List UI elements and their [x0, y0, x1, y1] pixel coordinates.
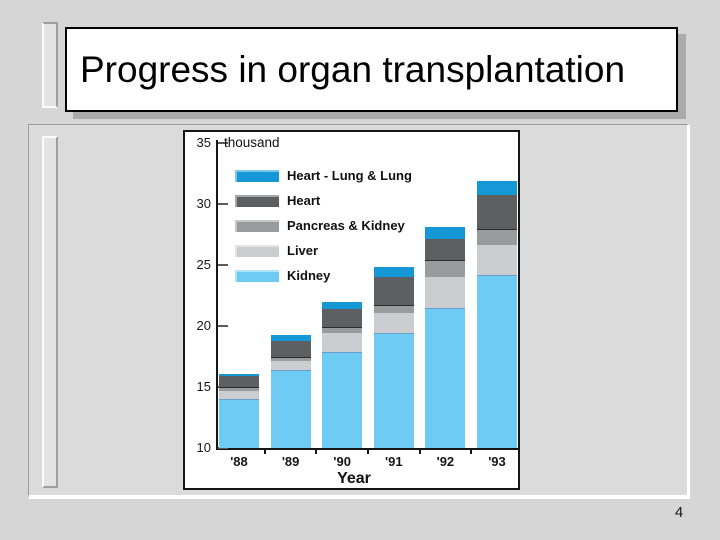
bar-segment-92-kidney: [425, 307, 466, 448]
legend-label: Pancreas & Kidney: [287, 218, 405, 233]
legend-label: Heart: [287, 193, 321, 208]
y-axis-line: [216, 140, 218, 450]
bar-segment-93-kidney: [477, 274, 517, 448]
x-tick-mark: [367, 450, 369, 454]
bar-segment-92-pancreas-kidney: [425, 261, 466, 278]
y-axis-unit-label: thousand: [224, 135, 280, 150]
x-tick-mark: [470, 450, 473, 454]
bar-segment-89-kidney: [270, 369, 311, 448]
bar-segment-88-pancreas-kidney: [219, 388, 259, 391]
x-tick-mark: [315, 450, 318, 454]
x-tick-label: '90: [333, 454, 351, 469]
bar-segment-93-liver: [477, 245, 517, 275]
x-axis-line: [216, 448, 518, 450]
x-tick-label: '88: [230, 454, 248, 469]
bar-segment-91-heart: [373, 277, 414, 307]
bar-segment-89-liver: [270, 361, 311, 370]
bar-segment-91-kidney: [373, 333, 414, 448]
bar-segment-92-heart: [425, 239, 466, 262]
y-tick-mark: [218, 325, 228, 327]
legend-swatch: [235, 195, 279, 207]
x-tick-label: '92: [436, 454, 455, 469]
bar-segment-92-heart-lung-lung: [425, 227, 466, 240]
y-tick-label: 35: [196, 135, 211, 150]
legend-item-liver: Liver: [235, 244, 465, 258]
x-tick-label: '89: [281, 454, 300, 469]
legend-item-heart-lung-lung: Heart - Lung & Lung: [235, 169, 465, 183]
legend-label: Kidney: [287, 268, 331, 283]
bar-segment-88-heart-lung-lung: [219, 373, 259, 377]
bar-segment-91-heart-lung-lung: [373, 267, 414, 278]
x-tick-mark: [263, 450, 266, 454]
bar-segment-89-heart-lung-lung: [270, 334, 311, 341]
x-tick-label: '91: [385, 454, 403, 469]
bar-segment-89-heart: [270, 340, 311, 358]
bar-segment-91-pancreas-kidney: [373, 306, 414, 313]
legend-item-pancreas-kidney: Pancreas & Kidney: [235, 219, 465, 233]
bar-segment-91-liver: [373, 312, 414, 334]
bar-segment-93-heart: [477, 195, 517, 230]
y-tick-mark: [218, 447, 228, 449]
legend-swatch: [235, 220, 279, 232]
page-number: 4: [674, 504, 684, 521]
y-tick-label: 10: [196, 440, 211, 455]
title-box: Progress in organ transplantation: [65, 27, 678, 112]
legend-swatch: [235, 270, 279, 282]
bar-segment-88-kidney: [219, 399, 259, 448]
y-tick-mark: [218, 203, 228, 205]
bar-segment-88-liver: [219, 390, 259, 400]
legend-label: Liver: [287, 243, 319, 258]
legend-swatch: [235, 245, 279, 257]
x-tick-label: '93: [488, 454, 506, 469]
bar-segment-90-kidney: [322, 351, 363, 448]
y-tick-label: 25: [196, 257, 211, 272]
bar-segment-88-heart: [219, 376, 259, 389]
transplant-chart: 10 15 20 25 30 35 thousand '88 '89 '90 '91 '92 '93 Ye…: [183, 130, 520, 490]
y-tick-label: 20: [196, 318, 211, 333]
y-tick-label: 15: [196, 379, 211, 394]
bar-segment-89-pancreas-kidney: [270, 357, 311, 362]
legend-item-heart: Heart: [235, 194, 465, 208]
bar-segment-92-liver: [425, 277, 466, 308]
x-tick-mark: [418, 450, 421, 454]
chart-area: 10 15 20 25 30 35 thousand '88 '89 '90 '91 '92 '93 Ye…: [185, 132, 518, 488]
bar-segment-90-heart-lung-lung: [322, 301, 363, 309]
y-tick-mark: [218, 264, 228, 266]
left-accent-bar-bottom: [42, 136, 58, 488]
legend-swatch: [235, 170, 279, 182]
bar-segment-90-heart: [322, 308, 363, 329]
slide-title: Progress in organ transplantation: [80, 48, 626, 90]
y-tick-label: 30: [196, 196, 211, 211]
bar-segment-90-pancreas-kidney: [322, 328, 363, 334]
bar-segment-90-liver: [322, 333, 363, 352]
legend-label: Heart - Lung & Lung: [287, 168, 412, 183]
y-tick-mark: [218, 142, 228, 144]
left-accent-bar-top: [42, 22, 58, 108]
legend-item-kidney: Kidney: [235, 269, 465, 283]
bar-segment-93-heart-lung-lung: [477, 180, 517, 196]
bar-segment-93-pancreas-kidney: [477, 229, 517, 246]
x-axis-title: Year: [337, 470, 371, 487]
